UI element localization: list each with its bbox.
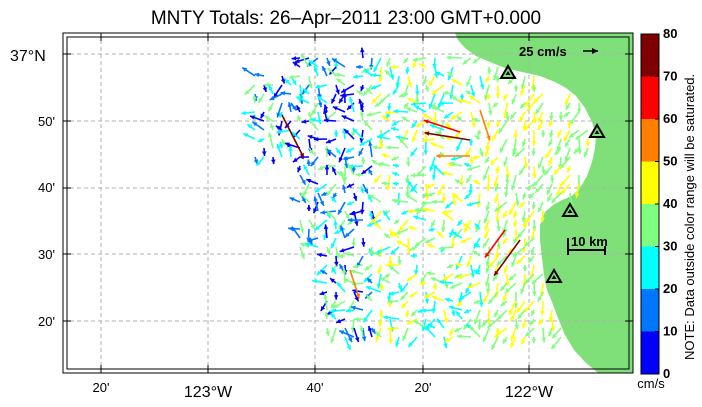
longitude-labels: 20' 123°W 40' 20' 122°W <box>93 380 554 401</box>
current-vector <box>493 239 521 277</box>
current-vector <box>424 132 471 141</box>
map-title: MNTY Totals: 26–Apr–2011 23:00 GMT+0.000 <box>151 8 541 29</box>
colorbar-segment <box>641 119 659 162</box>
lon-label-40: 40' <box>307 380 324 395</box>
colorbar-tick-label: 70 <box>663 69 677 84</box>
colorbar-note: NOTE: Data outside color range will be s… <box>682 74 697 360</box>
lat-label-37n: 37°N <box>10 48 46 65</box>
lat-label-50: 50' <box>38 114 55 129</box>
map-plot-area: 25 cm/s 10 km <box>62 32 634 374</box>
colorbar-unit: cm/s <box>637 376 665 391</box>
colorbar-tick-label: 80 <box>663 26 677 41</box>
lat-label-40: 40' <box>38 180 55 195</box>
current-vector <box>479 109 491 141</box>
lon-label-123w: 123°W <box>184 384 233 401</box>
colorbar-tick-label: 60 <box>663 111 677 126</box>
colorbar-segment <box>641 204 659 247</box>
colorbar-segment <box>641 289 659 332</box>
lon-label-20b: 20' <box>415 380 432 395</box>
colorbar-tick-label: 20 <box>663 281 677 296</box>
colorbar-segment <box>641 161 659 204</box>
station-markers <box>499 64 606 283</box>
map-border <box>62 32 634 374</box>
lon-label-20a: 20' <box>93 380 110 395</box>
reference-vector: 25 cm/s <box>519 44 598 59</box>
lon-label-122w: 122°W <box>505 384 554 401</box>
scale-bar: 10 km <box>567 234 608 255</box>
lat-label-30: 30' <box>38 247 55 262</box>
land-area <box>455 33 633 373</box>
scale-bar-label: 10 km <box>571 234 608 249</box>
colorbar-tick-label: 0 <box>663 366 670 381</box>
lat-label-20: 20' <box>38 314 55 329</box>
colorbar-tick-label: 40 <box>663 196 677 211</box>
current-vector <box>423 119 461 133</box>
ocean-background <box>63 33 633 373</box>
colorbar-tick-label: 30 <box>663 239 677 254</box>
current-vectors <box>241 47 591 351</box>
colorbar-segment <box>641 331 659 374</box>
colorbar-tick-label: 10 <box>663 324 677 339</box>
colorbar-segment <box>641 76 659 119</box>
colorbar-tick-label: 50 <box>663 154 677 169</box>
current-vector <box>281 114 305 159</box>
current-vector <box>349 269 361 299</box>
map-outer-border <box>66 36 630 370</box>
colorbar-segment <box>641 246 659 289</box>
reference-vector-label: 25 cm/s <box>519 44 567 59</box>
colorbar-segment <box>641 34 659 77</box>
colorbar: 0 10 20 30 40 50 60 70 80 cm/s NOTE: Data outsid… <box>637 26 697 391</box>
latitude-labels: 20' 30' 40' 50' 37°N <box>10 48 55 329</box>
current-vector <box>484 229 506 258</box>
